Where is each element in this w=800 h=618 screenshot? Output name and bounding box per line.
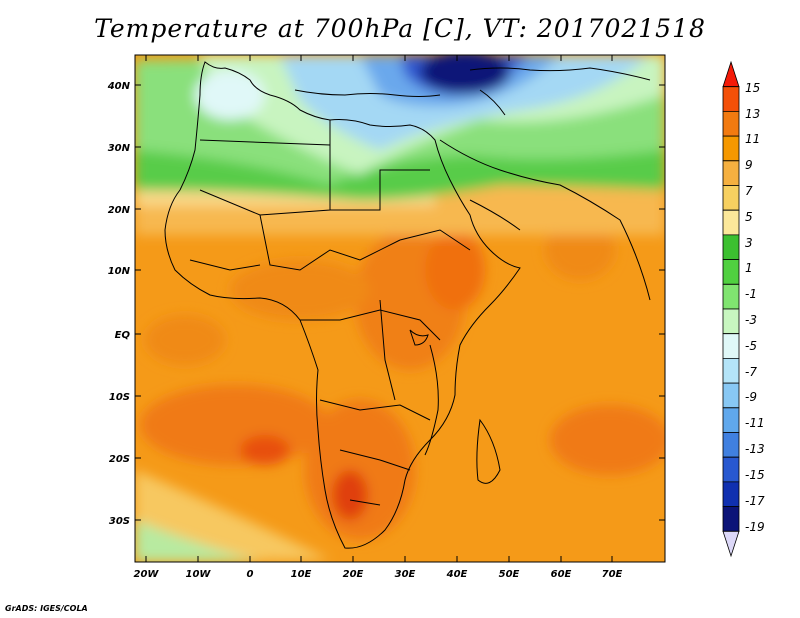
lat-label-40n: 40N — [107, 81, 131, 92]
colorbar-segment — [722, 481, 740, 508]
cb-label: -5 — [745, 339, 757, 353]
colorbar-segment — [722, 234, 740, 261]
cb-label: -17 — [745, 494, 765, 508]
colorbar-segment — [722, 60, 740, 88]
cb-label: -3 — [745, 313, 757, 327]
cb-label: -1 — [745, 287, 757, 301]
colorbar-segment — [722, 160, 740, 186]
map-title: Temperature at 700hPa [C], VT: 201702151… — [94, 14, 706, 43]
colorbar-labels: 15 13 11 9 7 5 3 1 -1 -3 -5 -7 -9 -11 -1… — [745, 81, 765, 534]
colorbar-segment — [722, 259, 740, 285]
lon-label-20w: 20W — [134, 569, 160, 580]
axis-ticks — [135, 55, 665, 562]
colorbar-segment — [722, 407, 740, 433]
lat-label-20n: 20N — [108, 205, 131, 216]
longitude-labels: 20W 10W 0 10E 20E 30E 40E 50E 60E 70E — [134, 569, 623, 580]
colorbar — [722, 60, 740, 558]
cb-label: -7 — [745, 365, 757, 379]
latitude-labels: 40N 30N 20N 10N EQ 10S 20S 30S — [107, 81, 131, 527]
cb-label: 5 — [745, 210, 753, 224]
lon-label-0: 0 — [247, 569, 254, 580]
colorbar-segment — [722, 86, 740, 112]
lat-label-30s: 30S — [109, 516, 130, 527]
lon-label-50e: 50E — [499, 569, 520, 580]
colorbar-segment — [722, 382, 740, 409]
colorbar-segment — [722, 456, 740, 483]
colorbar-segment — [722, 209, 740, 236]
cb-label: -9 — [745, 390, 757, 404]
lon-label-10w: 10W — [186, 569, 212, 580]
cb-label: 7 — [745, 184, 753, 198]
cb-label: 9 — [745, 158, 753, 172]
lon-label-70e: 70E — [602, 569, 623, 580]
cb-label: -15 — [745, 468, 765, 482]
lat-label-30n: 30N — [108, 143, 131, 154]
cb-label: 3 — [745, 236, 753, 250]
credit-text: GrADS: IGES/COLA — [5, 604, 88, 613]
coastlines-and-borders — [164, 61, 651, 549]
cb-label: 11 — [745, 132, 760, 146]
colorbar-segment — [722, 530, 740, 558]
colorbar-segment — [722, 333, 740, 359]
colorbar-segment — [722, 432, 740, 458]
lon-label-20e: 20E — [343, 569, 364, 580]
cb-label: -11 — [745, 416, 765, 430]
lon-label-30e: 30E — [395, 569, 416, 580]
lon-label-40e: 40E — [446, 569, 468, 580]
cb-label: 1 — [745, 261, 753, 275]
colorbar-segment — [722, 135, 740, 162]
cb-label: 13 — [745, 107, 760, 121]
cb-label: 15 — [745, 81, 760, 95]
lon-label-10e: 10E — [291, 569, 312, 580]
cb-label: -19 — [745, 520, 765, 534]
temperature-field — [135, 55, 665, 562]
colorbar-segment — [722, 308, 740, 335]
colorbar-segment — [722, 283, 740, 310]
lat-label-10s: 10S — [109, 392, 130, 403]
cb-label: -13 — [745, 442, 765, 456]
lat-label-10n: 10N — [108, 266, 131, 277]
lat-label-eq: EQ — [115, 330, 131, 341]
map-frame — [134, 54, 666, 563]
colorbar-segment — [722, 357, 740, 384]
colorbar-segment — [722, 111, 740, 137]
lon-label-60e: 60E — [551, 569, 572, 580]
lat-label-20s: 20S — [109, 454, 130, 465]
colorbar-segment — [722, 185, 740, 211]
colorbar-segment — [722, 506, 740, 532]
